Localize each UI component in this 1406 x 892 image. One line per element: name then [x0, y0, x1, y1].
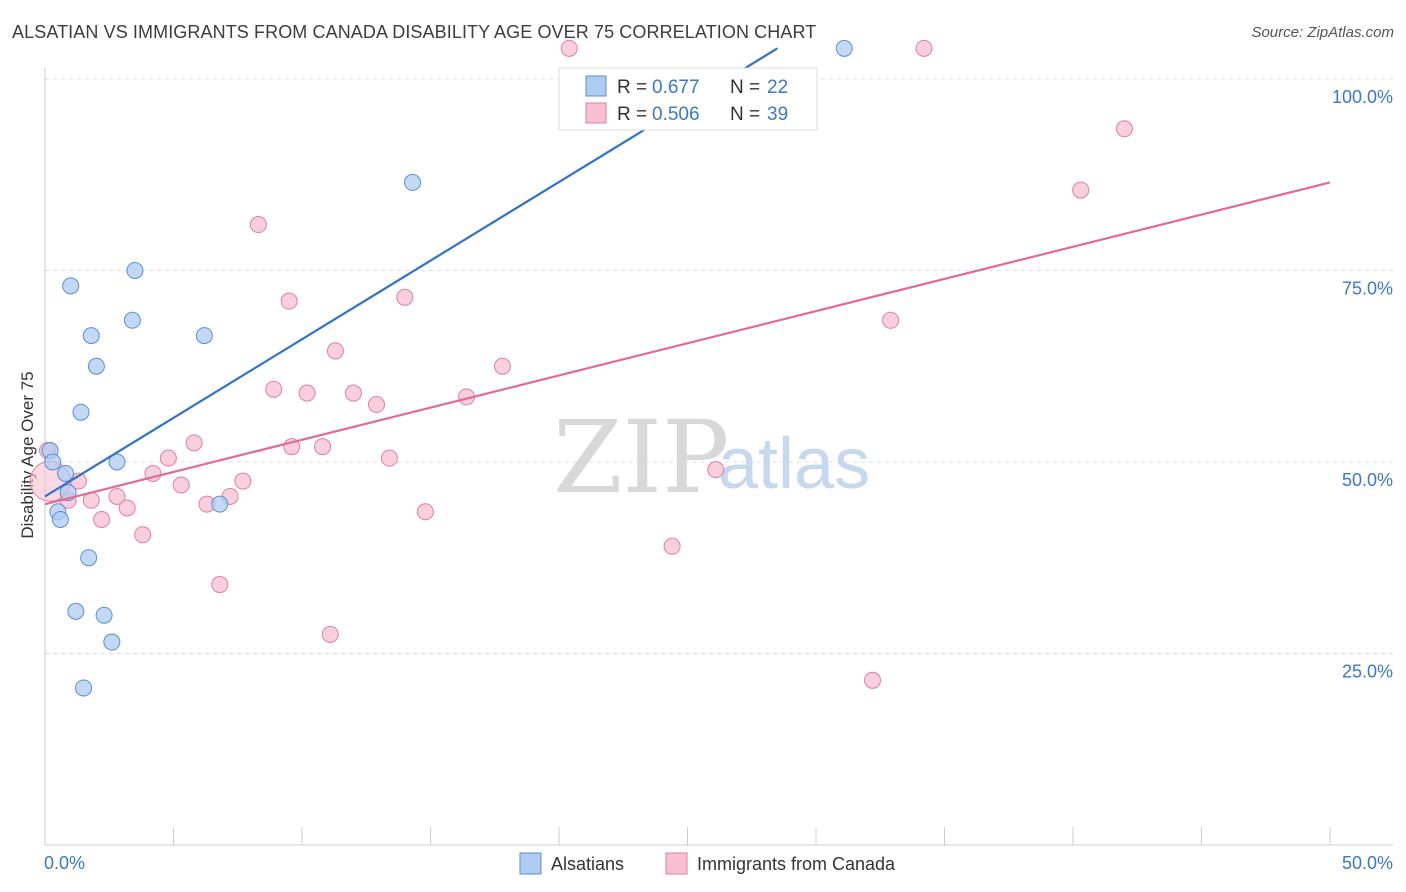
x-tick-label-max: 50.0% — [1342, 853, 1393, 873]
immigrants-point-25 — [380, 449, 398, 467]
alsatians-point-10 — [108, 453, 126, 471]
bottom-legend-swatch-immigrants — [665, 852, 688, 875]
alsatians-point-15 — [80, 549, 98, 567]
alsatians-point-11 — [126, 262, 144, 279]
legend-r-label-1: R = — [617, 77, 647, 98]
immigrants-point-17 — [280, 292, 298, 310]
immigrants-point-37 — [1115, 120, 1133, 138]
legend-r-label-2: R = — [617, 104, 647, 125]
immigrants-point-4 — [93, 510, 111, 528]
alsatians-point-9 — [72, 403, 90, 421]
immigrants-point-21 — [314, 438, 332, 456]
immigrants-point-24 — [368, 396, 386, 414]
alsatians-point-20 — [404, 173, 422, 191]
immigrants-point-34 — [915, 39, 933, 57]
chart-title: ALSATIAN VS IMMIGRANTS FROM CANADA DISAB… — [12, 22, 817, 42]
legend-n-value-2: 39 — [767, 104, 788, 125]
y-tick-label-75: 75.0% — [1342, 279, 1393, 299]
alsatians-point-17 — [95, 606, 113, 624]
alsatians-point-2 — [57, 464, 75, 482]
immigrants-point-26 — [396, 288, 414, 306]
watermark-zip: ZIP — [553, 399, 729, 516]
alsatians-point-12 — [123, 311, 141, 329]
bottom-legend-immigrants: Immigrants from Canada — [697, 854, 896, 874]
immigrants-point-13 — [211, 576, 229, 594]
legend-n-label-1: N = — [730, 77, 760, 98]
immigrants-point-10 — [172, 476, 190, 494]
alsatians-point-8 — [87, 357, 105, 375]
correlation-legend: R = 0.677 N = 22 R = 0.506 N = 39 — [558, 67, 818, 131]
series-alsatians — [41, 39, 853, 697]
immigrants-point-20 — [298, 384, 316, 402]
series-immigrants-from-canada — [29, 39, 1133, 689]
immigrants-point-30 — [321, 625, 339, 643]
immigrants-trend-line — [44, 181, 1331, 506]
legend-swatch-alsatians — [585, 75, 607, 97]
immigrants-point-33 — [882, 311, 900, 329]
alsatians-point-1 — [44, 453, 62, 471]
legend-r-value-2: 0.506 — [652, 104, 700, 125]
immigrants-point-38 — [864, 671, 882, 689]
immigrants-point-35 — [560, 39, 578, 57]
immigrants-point-22 — [326, 342, 344, 360]
alsatians-point-21 — [835, 39, 853, 57]
immigrants-point-15 — [234, 472, 252, 490]
immigrants-point-6 — [118, 499, 136, 517]
y-tick-label-25: 25.0% — [1342, 662, 1393, 682]
series-legend: Alsatians Immigrants from Canada — [519, 852, 896, 875]
x-axis-ticks — [44, 827, 1331, 845]
immigrants-point-27 — [416, 503, 434, 521]
alsatians-point-18 — [103, 633, 121, 651]
immigrants-point-29 — [493, 357, 511, 375]
y-axis-label: Disability Age Over 75 — [18, 371, 37, 538]
immigrants-point-9 — [159, 449, 177, 467]
y-tick-label-100: 100.0% — [1332, 87, 1393, 107]
grid-lines — [45, 78, 1393, 654]
alsatians-point-16 — [67, 602, 85, 620]
y-tick-labels: 25.0% 50.0% 75.0% 100.0% — [1332, 87, 1393, 682]
x-tick-label-min: 0.0% — [44, 853, 85, 873]
immigrants-point-36 — [1072, 181, 1090, 199]
immigrants-point-5 — [108, 487, 126, 505]
immigrants-point-16 — [249, 216, 267, 234]
alsatians-point-7 — [82, 327, 100, 345]
watermark-atlas: atlas — [718, 424, 870, 504]
alsatians-point-6 — [62, 277, 80, 295]
legend-n-label-2: N = — [730, 104, 760, 125]
alsatians-point-19 — [75, 679, 93, 697]
bottom-legend-alsatians: Alsatians — [551, 854, 624, 874]
alsatians-point-14 — [211, 495, 229, 513]
source-label: Source: ZipAtlas.com — [1251, 24, 1394, 41]
immigrants-point-7 — [134, 526, 152, 544]
immigrants-point-18 — [265, 380, 283, 398]
immigrants-point-23 — [344, 384, 362, 402]
alsatians-point-5 — [51, 510, 69, 528]
immigrants-point-11 — [185, 434, 203, 452]
alsatians-point-13 — [195, 327, 213, 345]
legend-r-value-1: 0.677 — [652, 77, 700, 98]
legend-n-value-1: 22 — [767, 77, 788, 98]
immigrants-point-31 — [663, 537, 681, 555]
bottom-legend-swatch-alsatians — [519, 852, 542, 875]
y-tick-label-50: 50.0% — [1342, 470, 1393, 490]
immigrants-point-32 — [707, 461, 725, 479]
legend-swatch-immigrants — [585, 102, 607, 124]
